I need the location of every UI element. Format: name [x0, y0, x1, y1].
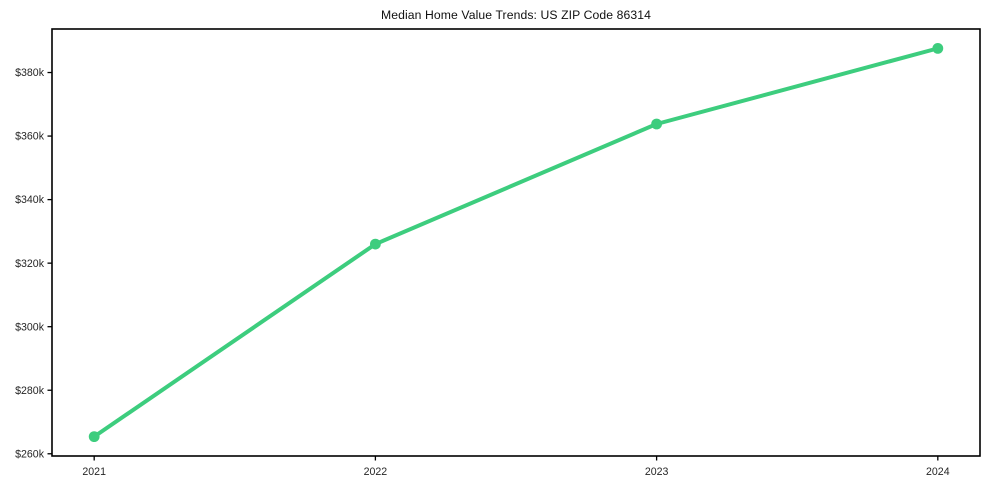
y-axis-tick-label: $340k — [15, 194, 45, 206]
chart-title: Median Home Value Trends: US ZIP Code 86… — [380, 8, 652, 22]
plot-border — [51, 28, 981, 457]
x-axis-tick-label: 2023 — [645, 466, 669, 478]
data-point-marker — [932, 42, 944, 54]
x-axis-tick-label: 2024 — [926, 466, 950, 478]
data-point-marker — [88, 431, 100, 443]
data-point-marker — [651, 118, 663, 130]
line-series — [92, 46, 940, 439]
data-point-marker — [369, 238, 381, 250]
x-axis-tick-label: 2021 — [82, 466, 106, 478]
x-axis-tick-label: 2022 — [364, 466, 388, 478]
y-axis-tick-label: $280k — [15, 385, 45, 397]
y-axis-tick-label: $320k — [15, 258, 45, 270]
y-axis-tick-label: $300k — [15, 321, 45, 333]
y-axis-tick-label: $360k — [15, 131, 45, 143]
y-axis-tick-label: $260k — [15, 448, 45, 460]
y-axis-tick-label: $380k — [15, 67, 45, 79]
